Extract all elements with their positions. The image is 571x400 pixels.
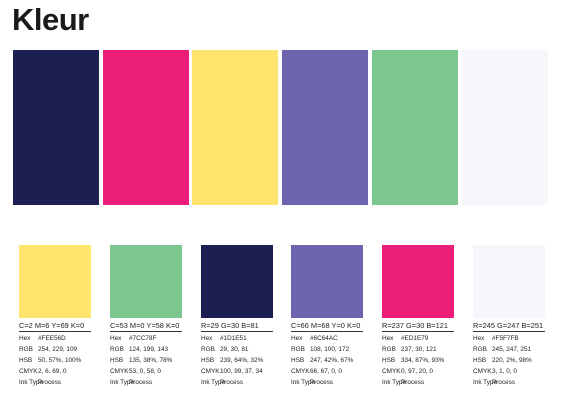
palette-swatch bbox=[13, 50, 99, 205]
color-header: C=53 M=0 Y=58 K=0 bbox=[110, 321, 180, 330]
color-header: R=245 G=247 B=251 bbox=[473, 321, 544, 330]
spec-label: Ink Type bbox=[473, 379, 498, 386]
spec-label: HSB bbox=[201, 357, 215, 364]
header-rule bbox=[201, 331, 273, 332]
spec-label: Hex bbox=[110, 335, 122, 342]
spec-value: 245, 247, 251 bbox=[492, 346, 532, 353]
color-swatch bbox=[382, 245, 454, 318]
spec-label: RGB bbox=[19, 346, 33, 353]
spec-label: Hex bbox=[19, 335, 31, 342]
spec-value: Process bbox=[38, 379, 62, 386]
spec-label: RGB bbox=[110, 346, 124, 353]
spec-value: 334, 87%, 93% bbox=[401, 357, 445, 364]
color-swatch bbox=[19, 245, 91, 318]
palette-swatch bbox=[462, 50, 548, 205]
spec-value: 135, 38%, 78% bbox=[129, 357, 173, 364]
spec-label: Ink Type bbox=[201, 379, 226, 386]
spec-label: RGB bbox=[382, 346, 396, 353]
spec-value: 50, 57%, 100% bbox=[38, 357, 82, 364]
spec-label: RGB bbox=[291, 346, 305, 353]
color-swatch bbox=[110, 245, 182, 318]
spec-label: CMYK bbox=[291, 368, 310, 375]
spec-label: CMYK bbox=[201, 368, 220, 375]
spec-label: CMYK bbox=[473, 368, 492, 375]
palette-swatch bbox=[192, 50, 278, 205]
spec-label: Hex bbox=[382, 335, 394, 342]
spec-label: Ink Type bbox=[291, 379, 316, 386]
spec-value: #FEE56D bbox=[38, 335, 66, 342]
spec-value: 254, 229, 109 bbox=[38, 346, 78, 353]
spec-label: RGB bbox=[473, 346, 487, 353]
palette-swatch bbox=[103, 50, 189, 205]
spec-label: CMYK bbox=[382, 368, 401, 375]
spec-value: #6C64AC bbox=[310, 335, 338, 342]
spec-label: Ink Type bbox=[19, 379, 44, 386]
spec-value: 66, 67, 0, 0 bbox=[310, 368, 342, 375]
spec-label: HSB bbox=[110, 357, 124, 364]
spec-label: Ink Type bbox=[382, 379, 407, 386]
header-rule bbox=[110, 331, 182, 332]
spec-value: 53, 0, 58, 0 bbox=[129, 368, 161, 375]
spec-label: CMYK bbox=[110, 368, 129, 375]
spec-value: 247, 42%, 67% bbox=[310, 357, 354, 364]
header-rule bbox=[473, 331, 545, 332]
spec-label: Hex bbox=[291, 335, 303, 342]
color-swatch bbox=[291, 245, 363, 318]
spec-label: Hex bbox=[473, 335, 485, 342]
color-swatch bbox=[473, 245, 545, 318]
palette-swatch bbox=[372, 50, 458, 205]
spec-label: HSB bbox=[291, 357, 305, 364]
spec-label: Hex bbox=[201, 335, 213, 342]
spec-value: 2, 6, 69, 0 bbox=[38, 368, 67, 375]
spec-value: 239, 64%, 32% bbox=[220, 357, 264, 364]
spec-value: 108, 100, 172 bbox=[310, 346, 350, 353]
spec-label: HSB bbox=[382, 357, 396, 364]
spec-value: #1D1E51 bbox=[220, 335, 247, 342]
spec-value: Process bbox=[492, 379, 516, 386]
color-header: C=2 M=6 Y=69 K=0 bbox=[19, 321, 85, 330]
spec-value: Process bbox=[220, 379, 244, 386]
spec-value: 100, 99, 37, 34 bbox=[220, 368, 263, 375]
spec-value: Process bbox=[129, 379, 153, 386]
page-title: Kleur bbox=[12, 2, 89, 37]
spec-value: 237, 30, 121 bbox=[401, 346, 437, 353]
spec-label: RGB bbox=[201, 346, 215, 353]
spec-value: 29, 30, 81 bbox=[220, 346, 249, 353]
spec-value: #F5F7FB bbox=[492, 335, 519, 342]
header-rule bbox=[291, 331, 363, 332]
spec-label: CMYK bbox=[19, 368, 38, 375]
color-header: C=66 M=68 Y=0 K=0 bbox=[291, 321, 361, 330]
spec-label: HSB bbox=[19, 357, 33, 364]
spec-value: #ED1E79 bbox=[401, 335, 429, 342]
spec-label: Ink Type bbox=[110, 379, 135, 386]
header-rule bbox=[382, 331, 454, 332]
palette-swatch bbox=[282, 50, 368, 205]
spec-value: Process bbox=[310, 379, 334, 386]
spec-value: 124, 199, 143 bbox=[129, 346, 169, 353]
spec-value: #7CC78F bbox=[129, 335, 157, 342]
color-header: R=29 G=30 B=81 bbox=[201, 321, 259, 330]
spec-label: HSB bbox=[473, 357, 487, 364]
header-rule bbox=[19, 331, 91, 332]
spec-value: 220, 2%, 98% bbox=[492, 357, 532, 364]
spec-value: 3, 1, 0, 0 bbox=[492, 368, 517, 375]
spec-value: 0, 97, 20, 0 bbox=[401, 368, 433, 375]
color-swatch bbox=[201, 245, 273, 318]
spec-value: Process bbox=[401, 379, 425, 386]
color-header: R=237 G=30 B=121 bbox=[382, 321, 448, 330]
